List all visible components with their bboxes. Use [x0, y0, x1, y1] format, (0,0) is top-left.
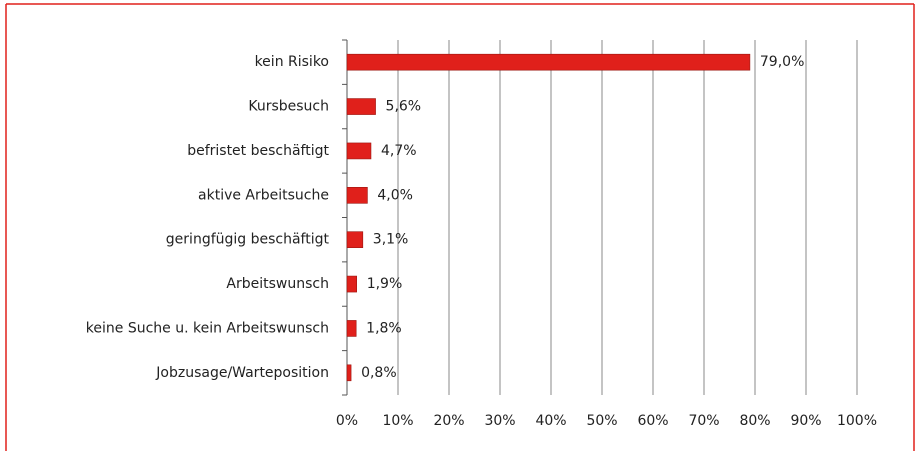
x-tick-label: 90% — [790, 413, 821, 429]
x-tick-label: 40% — [535, 413, 566, 429]
x-tick-label: 0% — [336, 413, 358, 429]
x-tick-label: 100% — [837, 413, 877, 429]
bar — [346, 320, 357, 337]
y-tick-label: Jobzusage/Warteposition — [155, 365, 329, 381]
y-tick-label: geringfügig beschäftigt — [166, 232, 330, 248]
value-label: 4,0% — [377, 187, 413, 203]
y-tick-label: keine Suche u. kein Arbeitswunsch — [86, 320, 329, 336]
x-tick-label: 50% — [586, 413, 617, 429]
bar — [346, 364, 352, 382]
bar — [346, 187, 368, 204]
x-tick-label: 70% — [688, 413, 719, 429]
y-tick-label: aktive Arbeitsuche — [198, 187, 329, 203]
x-tick-label: 30% — [484, 413, 515, 429]
value-label: 0,8% — [361, 365, 397, 381]
value-label: 3,1% — [373, 232, 409, 248]
x-tick-label: 10% — [382, 413, 413, 429]
bar — [346, 98, 376, 115]
bar — [346, 275, 357, 293]
value-label: 79,0% — [760, 54, 804, 70]
value-label: 4,7% — [381, 143, 417, 159]
y-tick-label: kein Risiko — [255, 54, 329, 70]
y-tick-label: befristet beschäftigt — [187, 143, 329, 159]
x-tick-label: 20% — [433, 413, 464, 429]
bar — [346, 53, 751, 71]
value-label: 5,6% — [386, 99, 422, 115]
y-tick-label: Kursbesuch — [248, 99, 329, 115]
value-label: 1,9% — [367, 276, 403, 292]
x-tick-label: 80% — [739, 413, 770, 429]
value-label: 1,8% — [366, 320, 402, 336]
bar — [346, 142, 372, 160]
bar — [346, 231, 364, 248]
x-tick-label: 60% — [637, 413, 668, 429]
y-tick-label: Arbeitswunsch — [226, 276, 329, 292]
